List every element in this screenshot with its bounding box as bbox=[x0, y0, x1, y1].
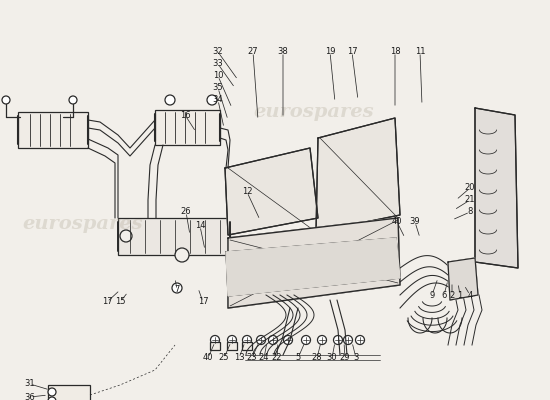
Polygon shape bbox=[316, 118, 400, 232]
Circle shape bbox=[211, 336, 219, 344]
Text: 10: 10 bbox=[213, 72, 223, 80]
Circle shape bbox=[120, 230, 132, 242]
Circle shape bbox=[48, 388, 56, 396]
Polygon shape bbox=[228, 218, 400, 308]
Circle shape bbox=[268, 336, 278, 344]
Circle shape bbox=[333, 336, 343, 344]
Text: 17: 17 bbox=[102, 298, 112, 306]
Text: 5: 5 bbox=[295, 354, 301, 362]
Text: eurospares: eurospares bbox=[253, 103, 373, 121]
Text: 8: 8 bbox=[468, 208, 472, 216]
Text: 34: 34 bbox=[213, 96, 223, 104]
Text: 17: 17 bbox=[197, 298, 208, 306]
Circle shape bbox=[207, 95, 217, 105]
Text: eurospares: eurospares bbox=[22, 215, 142, 233]
Text: 32: 32 bbox=[213, 48, 223, 56]
Text: 40: 40 bbox=[203, 354, 213, 362]
Text: 31: 31 bbox=[25, 380, 35, 388]
Text: 19: 19 bbox=[324, 48, 336, 56]
Text: 4: 4 bbox=[468, 290, 472, 300]
Circle shape bbox=[69, 96, 77, 104]
Circle shape bbox=[317, 336, 327, 344]
Text: 2: 2 bbox=[449, 290, 455, 300]
Text: 26: 26 bbox=[181, 208, 191, 216]
Circle shape bbox=[355, 336, 365, 344]
Bar bbox=[210, 342, 220, 350]
Bar bbox=[118, 218, 230, 255]
Text: 14: 14 bbox=[195, 222, 205, 230]
Circle shape bbox=[175, 248, 189, 262]
Circle shape bbox=[301, 336, 311, 344]
Polygon shape bbox=[226, 238, 400, 296]
Text: 28: 28 bbox=[312, 354, 322, 362]
Text: 40: 40 bbox=[392, 218, 402, 226]
Circle shape bbox=[344, 336, 353, 344]
Text: 38: 38 bbox=[278, 48, 288, 56]
Text: 11: 11 bbox=[415, 48, 425, 56]
Text: 3: 3 bbox=[353, 354, 359, 362]
Circle shape bbox=[2, 96, 10, 104]
Text: 29: 29 bbox=[340, 354, 350, 362]
Text: 22: 22 bbox=[272, 354, 282, 362]
Circle shape bbox=[243, 336, 251, 344]
Circle shape bbox=[165, 95, 175, 105]
Bar bbox=[242, 342, 252, 350]
Text: 35: 35 bbox=[213, 84, 223, 92]
Text: 7: 7 bbox=[174, 286, 180, 294]
Text: 12: 12 bbox=[242, 188, 252, 196]
Text: 30: 30 bbox=[327, 354, 337, 362]
Polygon shape bbox=[475, 108, 518, 268]
Polygon shape bbox=[225, 148, 318, 235]
Text: 33: 33 bbox=[213, 60, 223, 68]
Text: 18: 18 bbox=[390, 48, 400, 56]
Text: 36: 36 bbox=[25, 392, 35, 400]
Text: 6: 6 bbox=[441, 290, 447, 300]
Circle shape bbox=[172, 283, 182, 293]
Circle shape bbox=[283, 336, 293, 344]
Bar bbox=[48, 385, 90, 400]
Text: 1: 1 bbox=[458, 290, 463, 300]
Text: 39: 39 bbox=[410, 218, 420, 226]
Text: 25: 25 bbox=[219, 354, 229, 362]
Text: 21: 21 bbox=[465, 196, 475, 204]
Text: 9: 9 bbox=[430, 290, 434, 300]
Text: eurospares: eurospares bbox=[253, 255, 373, 273]
Circle shape bbox=[228, 336, 236, 344]
Bar bbox=[18, 112, 88, 148]
Text: 15: 15 bbox=[115, 298, 125, 306]
Circle shape bbox=[256, 336, 266, 344]
Bar bbox=[227, 342, 237, 350]
Text: 23: 23 bbox=[247, 354, 257, 362]
Text: 27: 27 bbox=[248, 48, 258, 56]
Circle shape bbox=[48, 397, 56, 400]
Text: 24: 24 bbox=[258, 354, 270, 362]
Polygon shape bbox=[448, 258, 478, 300]
Text: 16: 16 bbox=[180, 110, 190, 120]
Text: 17: 17 bbox=[346, 48, 358, 56]
Text: 20: 20 bbox=[465, 184, 475, 192]
Text: 13: 13 bbox=[234, 354, 244, 362]
Bar bbox=[155, 110, 220, 145]
